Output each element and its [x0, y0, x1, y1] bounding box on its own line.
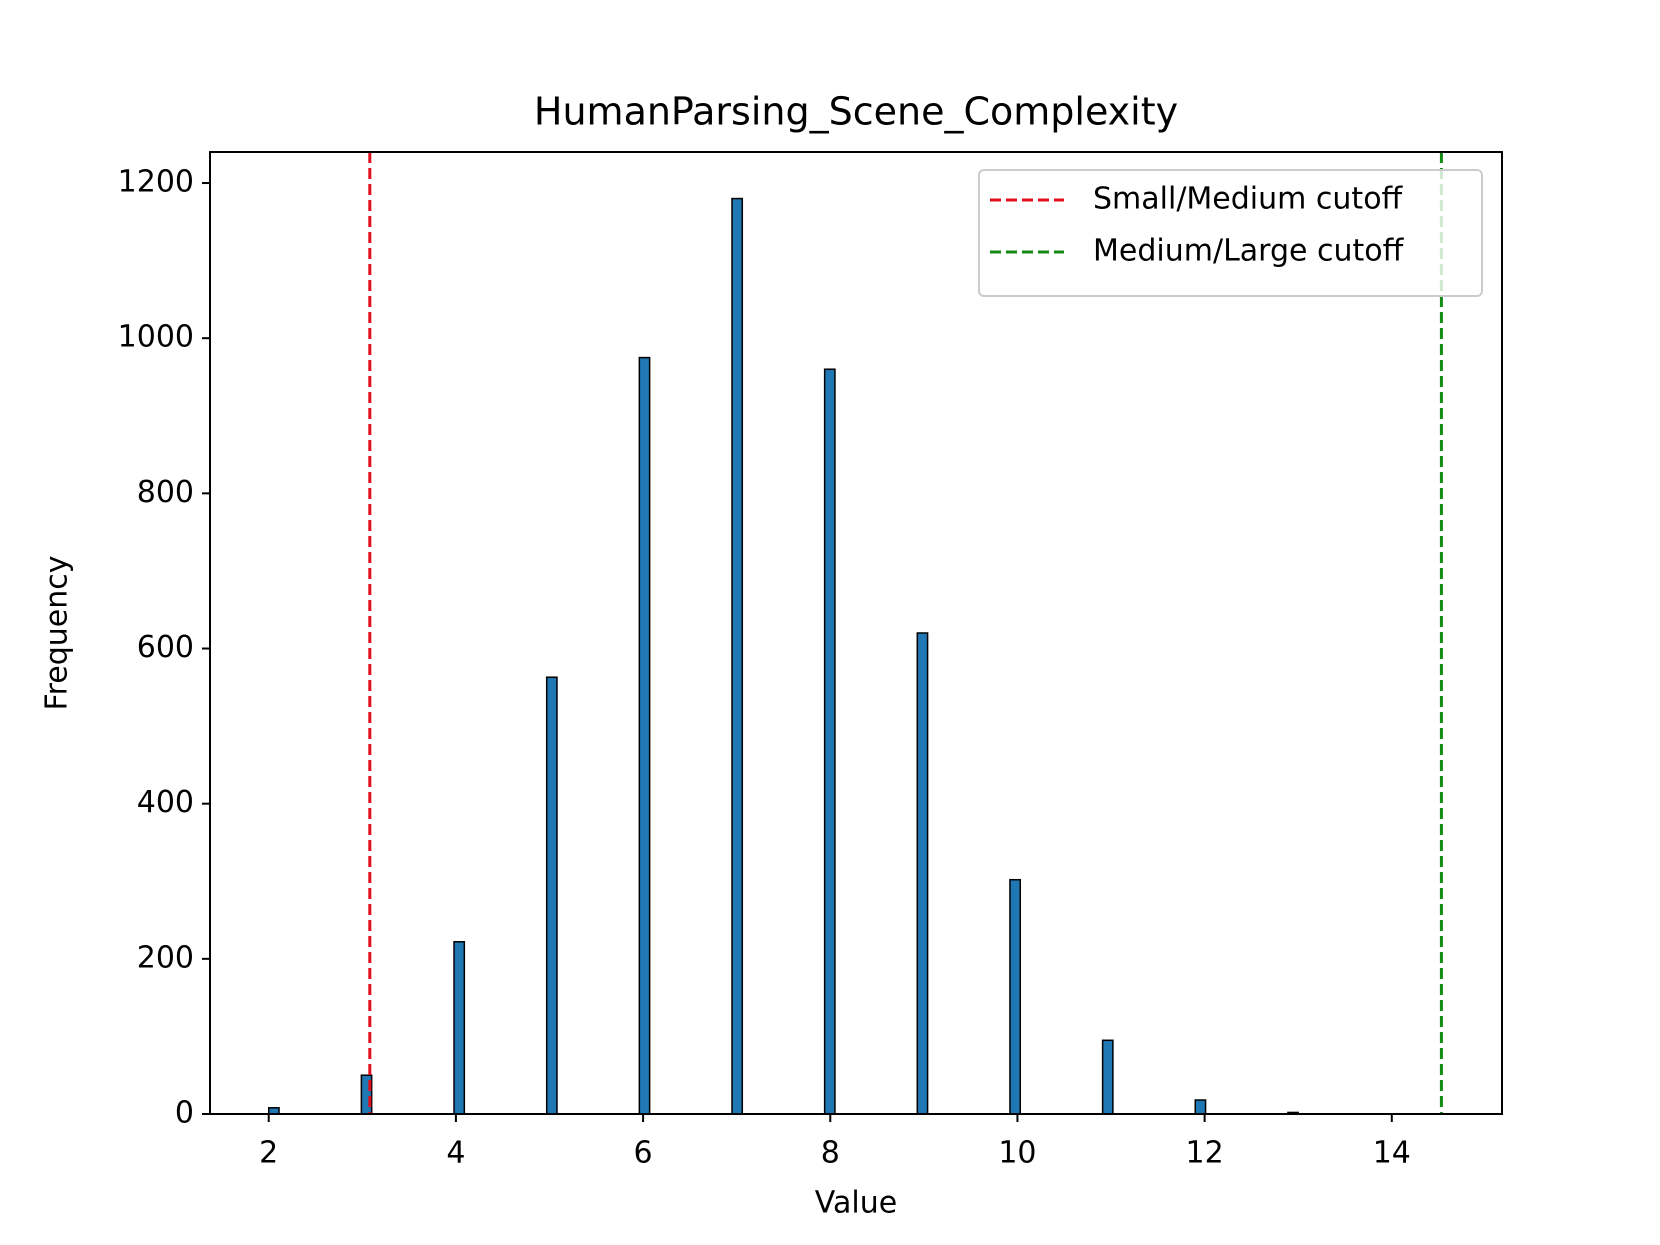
x-axis-label: Value [815, 1186, 897, 1221]
plot-frame [209, 151, 1503, 1115]
bar [1009, 878, 1021, 1115]
legend-label: Small/Medium cutoff [1093, 182, 1404, 217]
bar [545, 676, 558, 1115]
y-axis-label: Frequency [40, 556, 75, 711]
y-tick-label: 200 [137, 940, 194, 975]
y-tick-label: 400 [137, 785, 194, 820]
bar [453, 941, 466, 1115]
legend-box [978, 169, 1483, 297]
x-tick-label: 14 [1373, 1136, 1411, 1171]
bar [916, 632, 929, 1115]
x-tick-label: 12 [1186, 1136, 1224, 1171]
legend-label: Medium/Large cutoff [1093, 234, 1405, 269]
bar [1101, 1039, 1114, 1115]
bar [1194, 1099, 1207, 1115]
chart-title: HumanParsing_Scene_Complexity [534, 90, 1178, 134]
bar [731, 197, 744, 1115]
x-tick-label: 10 [998, 1136, 1036, 1171]
x-tick-label: 2 [259, 1136, 278, 1171]
x-tick-label: 8 [821, 1136, 840, 1171]
y-tick-label: 800 [137, 475, 194, 510]
bar [638, 356, 651, 1115]
y-tick-label: 1000 [118, 320, 194, 355]
x-tick-label: 6 [634, 1136, 653, 1171]
y-tick-label: 0 [175, 1096, 194, 1131]
x-tick-label: 4 [446, 1136, 465, 1171]
bar [823, 368, 836, 1115]
y-tick-label: 1200 [118, 165, 194, 200]
y-tick-label: 600 [137, 630, 194, 665]
